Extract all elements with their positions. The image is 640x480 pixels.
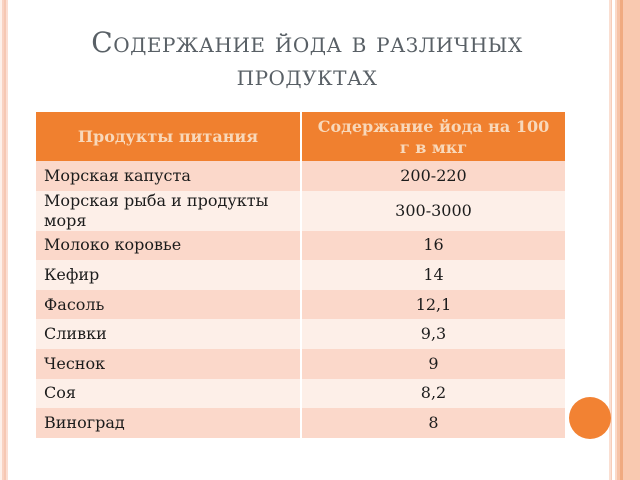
product-cell: Фасоль xyxy=(36,289,300,320)
value-cell: 200-220 xyxy=(300,161,565,191)
value-cell: 9,3 xyxy=(300,319,565,349)
left-border-stripes xyxy=(0,0,8,480)
iodine-content-table: Продукты питания Содержание йода на 100 … xyxy=(36,112,565,438)
table-row: Чеснок 9 xyxy=(36,348,565,379)
right-border-stripes xyxy=(609,0,640,480)
product-cell: Морская капуста xyxy=(36,161,300,191)
product-cell: Молоко коровье xyxy=(36,230,300,261)
table-row: Виноград 8 xyxy=(36,408,565,438)
product-cell: Соя xyxy=(36,378,300,409)
product-cell: Чеснок xyxy=(36,348,300,379)
table-row: Сливки 9,3 xyxy=(36,319,565,349)
product-cell: Кефир xyxy=(36,260,300,290)
column-header-products: Продукты питания xyxy=(36,112,300,161)
product-cell: Сливки xyxy=(36,319,300,349)
value-cell: 14 xyxy=(300,260,565,290)
table-header-row: Продукты питания Содержание йода на 100 … xyxy=(36,112,565,161)
orange-circle-decoration xyxy=(569,397,611,439)
table-row: Соя 8,2 xyxy=(36,378,565,409)
value-cell: 300-3000 xyxy=(300,190,565,231)
column-header-iodine-content: Содержание йода на 100 г в мкг xyxy=(300,112,565,161)
table-row: Морская рыба и продукты моря 300-3000 xyxy=(36,190,565,231)
slide-title: Содержание йода в различных продуктах xyxy=(91,26,523,92)
product-cell: Морская рыба и продукты моря xyxy=(36,190,300,231)
value-cell: 9 xyxy=(300,348,565,379)
table-row: Кефир 14 xyxy=(36,260,565,290)
value-cell: 8,2 xyxy=(300,378,565,409)
product-cell: Виноград xyxy=(36,408,300,438)
value-cell: 16 xyxy=(300,230,565,261)
value-cell: 8 xyxy=(300,408,565,438)
value-cell: 12,1 xyxy=(300,289,565,320)
table-row: Фасоль 12,1 xyxy=(36,289,565,320)
table-row: Молоко коровье 16 xyxy=(36,230,565,261)
table-row: Морская капуста 200-220 xyxy=(36,161,565,191)
